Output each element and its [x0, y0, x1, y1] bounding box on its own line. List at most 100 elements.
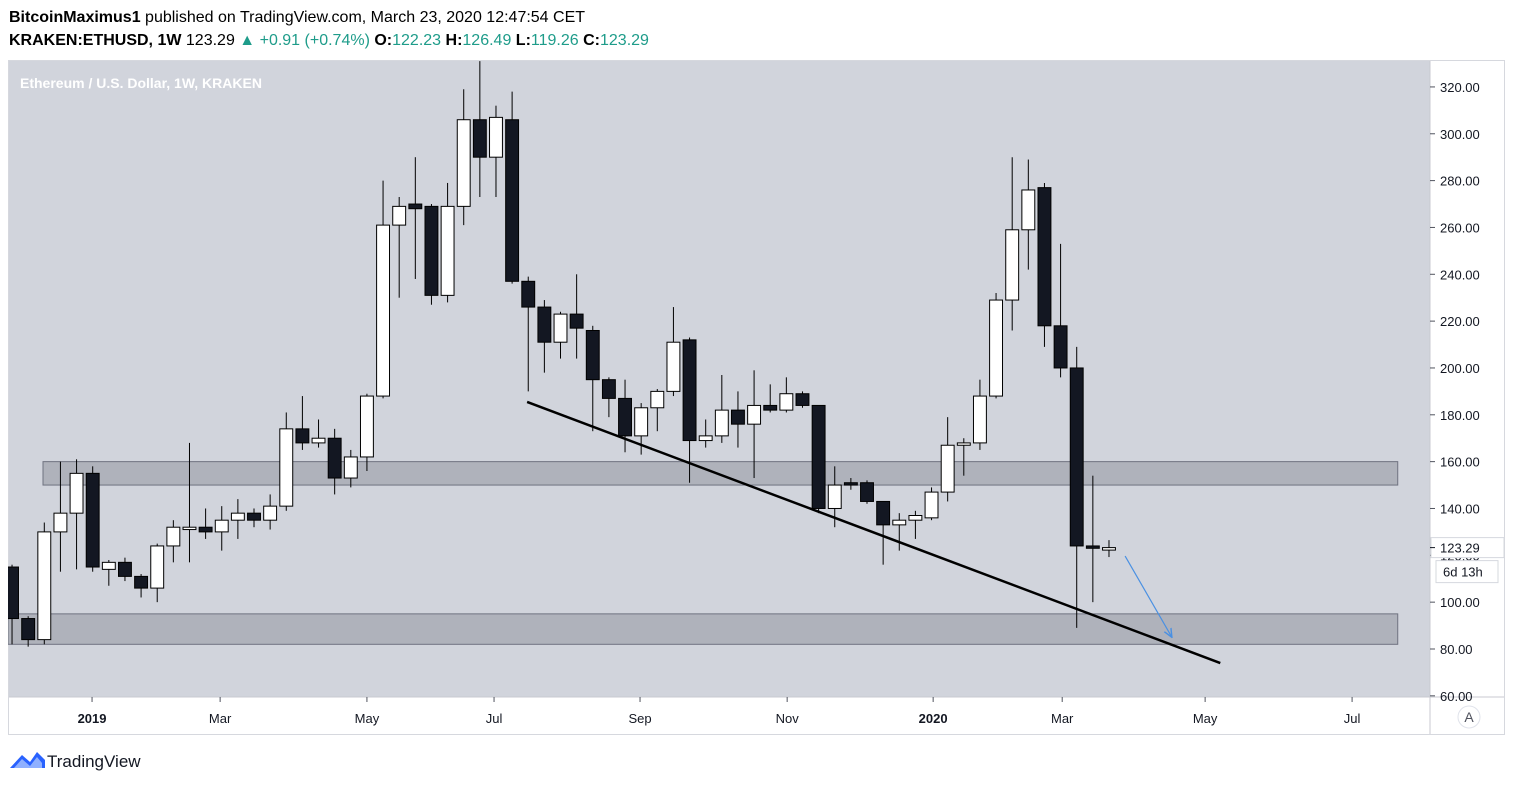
candle-body: [21, 618, 36, 641]
candle-body: [618, 397, 632, 437]
candle-body: [295, 428, 310, 444]
candle-body: [1069, 367, 1084, 547]
y-tick-label: 280.00: [1440, 174, 1480, 189]
candle-body: [263, 505, 278, 521]
y-tick-label: 240.00: [1440, 267, 1480, 282]
candle-body: [134, 575, 149, 589]
plot-background: [8, 60, 1430, 697]
candle-body: [682, 339, 697, 442]
x-tick-label: 2020: [919, 711, 948, 726]
candle-body: [279, 428, 294, 507]
candle-body: [650, 390, 665, 409]
candle-body: [892, 519, 907, 526]
candle-body: [795, 393, 810, 406]
x-tick-label: May: [355, 711, 380, 726]
candle-body: [472, 119, 487, 158]
ohlc-label: L:: [515, 32, 531, 49]
candle-body: [247, 512, 261, 521]
x-tick-label: Mar: [209, 711, 232, 726]
candle-body: [1037, 187, 1052, 327]
y-tick-label: 160.00: [1440, 455, 1480, 470]
logo: [10, 752, 45, 768]
symbol: KRAKEN:ETHUSD, 1W: [9, 32, 182, 49]
ohlc-value: 119.26: [530, 32, 579, 49]
candle-body: [311, 437, 326, 444]
candle-body: [343, 456, 358, 479]
zone: [42, 461, 1399, 486]
x-tick-label: Mar: [1051, 711, 1074, 726]
y-tick-label: 320.00: [1440, 80, 1480, 95]
candle-body: [747, 404, 762, 425]
candle-body: [666, 341, 681, 392]
candle-body: [827, 484, 842, 509]
candle-body: [69, 472, 84, 514]
price-axis-background: [1430, 60, 1505, 735]
y-tick-label: 140.00: [1440, 501, 1480, 516]
countdown-box: [1435, 560, 1499, 584]
ohlc-value: 126.49: [462, 32, 512, 49]
y-tick-label: 260.00: [1440, 220, 1480, 235]
candle-body: [860, 482, 874, 502]
candle-body: [1085, 545, 1100, 549]
header-line-2: KRAKEN:ETHUSD, 1W 123.29 ▲ +0.91 (+0.74%…: [9, 29, 649, 52]
logo-icon: [14, 757, 42, 768]
brand: TradingView: [47, 752, 141, 771]
candle-body: [230, 512, 245, 521]
candle-body: [150, 545, 165, 589]
candle-body: [327, 437, 342, 479]
ohlc-value: 122.23: [392, 32, 442, 49]
candle-body: [601, 379, 616, 399]
auto-scale-label[interactable]: A: [1464, 709, 1474, 725]
y-tick-label: 80.00: [1440, 642, 1473, 657]
candle-body: [37, 531, 52, 641]
candle-body: [440, 205, 455, 296]
candle-body: [1005, 229, 1020, 301]
candle-body: [763, 404, 778, 411]
candle-body: [489, 116, 503, 158]
candle-body: [569, 313, 584, 329]
candle-body: [553, 313, 568, 343]
candle-body: [166, 526, 181, 547]
time-axis-background: [8, 697, 1430, 735]
candle-body: [424, 205, 439, 296]
axes: 60.0080.00100.00120.00140.00160.00180.00…: [78, 80, 1505, 726]
candle-body: [585, 329, 600, 381]
x-tick-label: Jul: [1344, 711, 1361, 726]
header: BitcoinMaximus1 published on TradingView…: [9, 6, 649, 52]
zone: [8, 613, 1399, 645]
ohlc-label: O:: [374, 32, 393, 49]
candle-body: [698, 435, 713, 442]
ohlc-value: 123.29: [600, 32, 649, 49]
candle-body: [214, 519, 229, 533]
arrow-up: ▲: [239, 32, 256, 49]
countdown: 6d 13h: [1443, 565, 1483, 580]
candle-body: [359, 395, 374, 458]
candle-body: [85, 472, 100, 568]
candle-body: [940, 444, 955, 493]
auto-scale-button[interactable]: [1457, 705, 1481, 729]
candle-body: [714, 409, 729, 437]
y-tick-label: 180.00: [1440, 408, 1480, 423]
candle-body: [53, 512, 68, 533]
chart-title: Ethereum / U.S. Dollar, 1W, KRAKEN: [20, 75, 262, 91]
candle-body: [198, 526, 213, 533]
candle-body: [8, 566, 19, 620]
y-tick-label: 300.00: [1440, 127, 1480, 142]
candle-body: [376, 224, 391, 397]
candle-body: [537, 306, 552, 343]
candle-body: [924, 491, 939, 519]
candle-body: [779, 393, 794, 411]
y-tick-label: 100.00: [1440, 595, 1480, 610]
candle-body: [956, 442, 971, 446]
candle-body: [731, 409, 745, 425]
chart-frame: [8, 60, 1505, 735]
published: published on TradingView.com, March 23, …: [145, 9, 586, 26]
candle-body: [811, 404, 826, 509]
y-tick-label: 60.00: [1440, 689, 1473, 704]
candle-body: [456, 119, 471, 207]
candle-body: [505, 119, 520, 282]
trendline: [526, 400, 1221, 665]
y-tick-label: 200.00: [1440, 361, 1480, 376]
candle-body: [392, 205, 407, 226]
